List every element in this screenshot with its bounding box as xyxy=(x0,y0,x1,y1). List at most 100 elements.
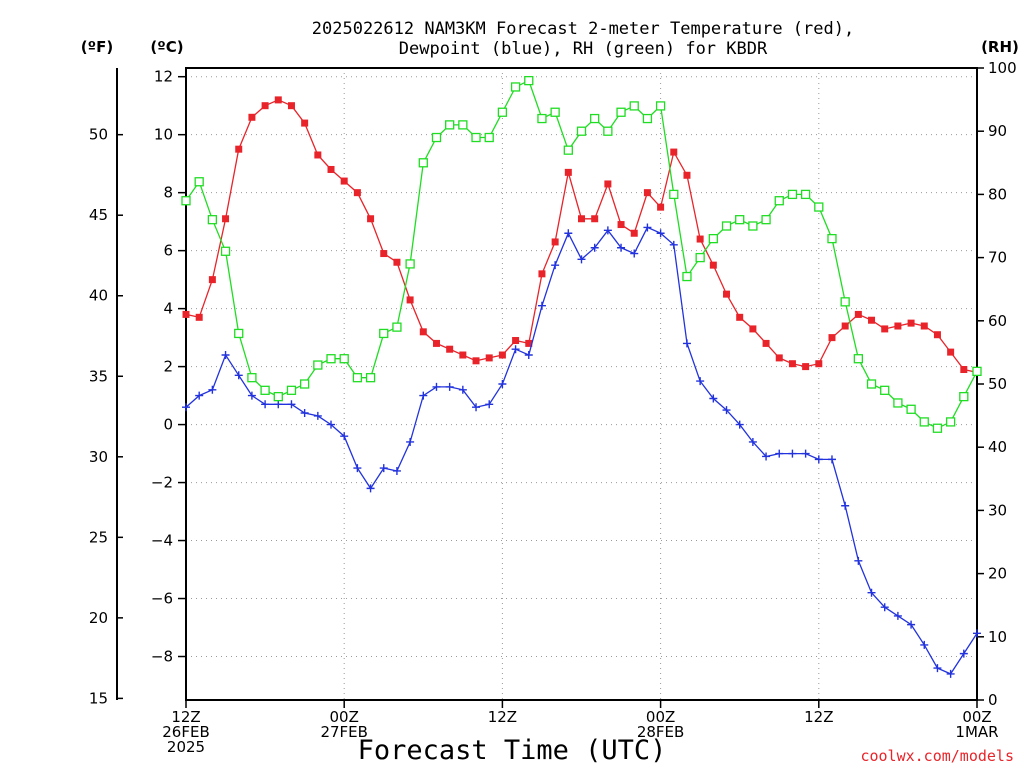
rh-point xyxy=(603,126,613,136)
celsius-tick-label: −8 xyxy=(151,648,173,666)
rh-tick-label: 80 xyxy=(988,185,1007,203)
temperature-point xyxy=(881,325,889,333)
rh-point xyxy=(484,132,494,143)
dewpoint-point xyxy=(221,351,230,360)
dewpoint-point xyxy=(564,229,573,238)
rh-point xyxy=(537,113,547,124)
rh-point xyxy=(642,113,653,124)
dewpoint-point xyxy=(590,243,599,252)
dewpoint-point xyxy=(722,406,731,415)
rh-point xyxy=(959,391,969,402)
celsius-tick-label: 0 xyxy=(163,416,173,434)
axes: −8−6−4−202468101215202530354045500102030… xyxy=(89,59,1017,756)
rh-tick-label: 10 xyxy=(988,628,1007,646)
rh-point xyxy=(326,354,336,364)
temperature-point xyxy=(578,215,585,223)
celsius-tick-label: 4 xyxy=(163,300,173,318)
temperature-point xyxy=(854,310,862,318)
temperature-point xyxy=(723,290,731,298)
rh-point xyxy=(313,360,323,370)
rh-point xyxy=(207,215,218,225)
dewpoint-point xyxy=(327,420,336,429)
temperature-point xyxy=(630,229,638,237)
x-axis-label: Forecast Time (UTC) xyxy=(358,735,667,766)
celsius-tick-label: −2 xyxy=(151,474,173,492)
temperature-point xyxy=(393,258,401,266)
temperature-point xyxy=(841,322,849,330)
rh-point xyxy=(339,354,349,364)
dewpoint-point xyxy=(195,391,204,400)
dewpoint-point xyxy=(392,466,401,475)
celsius-tick-label: 2 xyxy=(163,358,173,376)
rh-point xyxy=(524,75,534,86)
temperature-point xyxy=(709,261,717,269)
rh-point xyxy=(893,398,903,408)
rh-point xyxy=(471,132,481,143)
dewpoint-point xyxy=(353,464,362,473)
rh-point xyxy=(379,328,389,339)
dewpoint-point xyxy=(762,452,771,461)
rh-point xyxy=(669,189,679,200)
rh-point xyxy=(629,101,639,111)
rh-point xyxy=(708,233,718,244)
rh-point xyxy=(247,373,257,383)
rh-point xyxy=(220,246,231,256)
temperature-point xyxy=(538,270,546,278)
dewpoint-point xyxy=(300,408,309,417)
temperature-point xyxy=(380,250,388,258)
dewpoint-point xyxy=(472,403,481,412)
x-tick-label: 28FEB xyxy=(637,723,684,741)
rh-tick-label: 40 xyxy=(988,438,1007,456)
temperature-point xyxy=(696,235,704,243)
dewpoint-point xyxy=(880,603,889,612)
celsius-tick-label: −6 xyxy=(151,590,173,608)
dewpoint-point xyxy=(287,400,296,409)
temperature-point xyxy=(683,171,691,179)
dewpoint-point xyxy=(748,437,757,446)
dewpoint-point xyxy=(920,640,929,649)
temperature-point xyxy=(222,215,230,223)
rh-unit-label: (RH) xyxy=(981,38,1019,56)
fahrenheit-unit-label: (ºF) xyxy=(81,38,113,56)
rh-point xyxy=(880,385,890,395)
temperature-point xyxy=(775,354,783,362)
temperature-point xyxy=(261,102,269,110)
rh-point xyxy=(945,417,956,427)
temperature-point xyxy=(591,215,599,223)
credit-label: coolwx.com/models xyxy=(860,747,1014,765)
temperature-point xyxy=(367,215,375,223)
dewpoint-point xyxy=(551,261,560,270)
dewpoint-point xyxy=(617,243,626,252)
celsius-unit-label: (ºC) xyxy=(150,38,183,56)
temperature-point xyxy=(353,189,361,197)
temperature-point xyxy=(525,339,533,347)
rh-point xyxy=(431,132,442,143)
rh-point xyxy=(392,322,402,332)
rh-point xyxy=(787,189,798,200)
rh-point xyxy=(721,221,732,231)
rh-point xyxy=(866,379,877,389)
rh-point xyxy=(972,366,982,377)
x-tick-label: 2025 xyxy=(167,738,205,756)
rh-tick-label: 50 xyxy=(988,375,1007,393)
temperature-point xyxy=(749,325,757,333)
x-tick-label: 00Z xyxy=(962,708,991,726)
temperature-point xyxy=(314,151,322,159)
rh-point xyxy=(616,107,626,117)
dewpoint-point xyxy=(656,229,665,238)
rh-point xyxy=(748,221,758,231)
rh-point xyxy=(590,113,600,124)
temperature-point xyxy=(208,276,216,284)
chart-title-line-1: 2025022612 NAM3KM Forecast 2-meter Tempe… xyxy=(312,19,854,39)
temperature-point xyxy=(446,345,454,353)
rh-point xyxy=(853,354,863,364)
rh-point xyxy=(814,202,824,212)
dewpoint-point xyxy=(682,339,691,348)
rh-point xyxy=(365,373,376,383)
rh-point xyxy=(919,417,929,427)
temperature-point xyxy=(327,165,335,173)
temperature-point xyxy=(248,113,256,121)
temperature-point xyxy=(670,148,678,156)
x-tick-label: 12Z xyxy=(488,708,517,726)
dewpoint-point xyxy=(630,249,639,258)
